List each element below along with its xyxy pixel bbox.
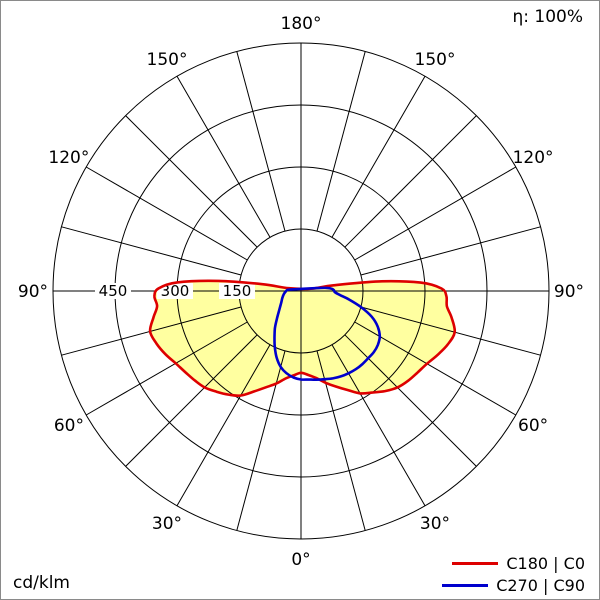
svg-text:180°: 180°: [281, 14, 322, 34]
unit-label: cd/klm: [13, 573, 70, 593]
svg-text:0°: 0°: [291, 550, 310, 570]
svg-text:300: 300: [161, 282, 190, 300]
svg-text:120°: 120°: [48, 148, 89, 168]
efficiency-label: η: 100%: [512, 7, 583, 27]
svg-text:150°: 150°: [147, 50, 188, 70]
legend-item-c270-c90: C270 | C90: [442, 576, 585, 595]
svg-text:120°: 120°: [513, 148, 554, 168]
legend-label-c270-c90: C270 | C90: [496, 576, 585, 595]
svg-text:90°: 90°: [554, 282, 584, 302]
legend-line-blue-icon: [442, 584, 489, 587]
svg-text:30°: 30°: [420, 514, 450, 534]
legend-label-c180-c0: C180 | C0: [506, 554, 585, 573]
svg-text:150°: 150°: [415, 50, 456, 70]
svg-text:30°: 30°: [152, 514, 182, 534]
legend-item-c180-c0: C180 | C0: [452, 554, 585, 573]
svg-text:60°: 60°: [518, 416, 548, 436]
svg-text:150: 150: [223, 282, 252, 300]
svg-text:450: 450: [99, 282, 128, 300]
svg-text:60°: 60°: [54, 416, 84, 436]
legend-line-red-icon: [452, 562, 499, 565]
legend: C180 | C0 C270 | C90: [442, 554, 585, 595]
svg-text:90°: 90°: [18, 282, 48, 302]
